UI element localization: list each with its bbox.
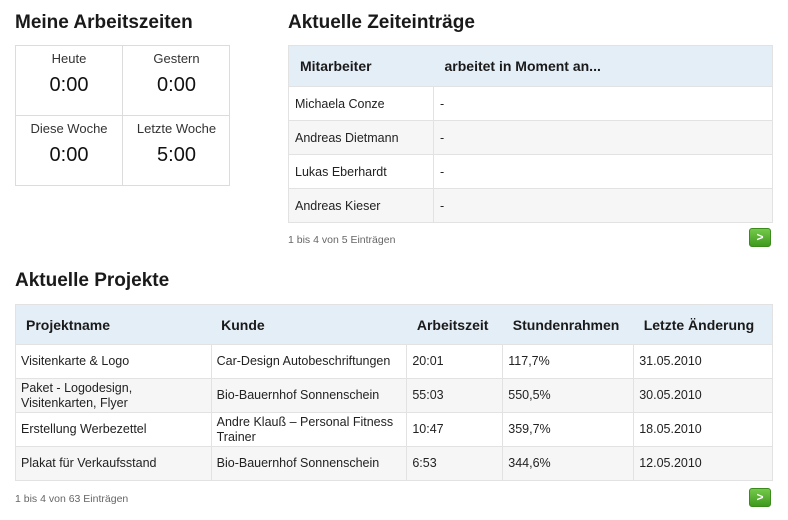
table-row: Andreas Dietmann -	[288, 120, 773, 155]
working-time-cell: 6:53	[406, 446, 504, 481]
table-row: Michaela Conze -	[288, 86, 773, 121]
table-row: Visitenkarte & Logo Car-Design Autobesch…	[15, 344, 773, 379]
table-row: Lukas Eberhardt -	[288, 154, 773, 189]
projects-table: Projektname Kunde Arbeitszeit Stundenrah…	[15, 304, 773, 481]
worktime-today: Heute 0:00	[16, 46, 123, 116]
hour-budget-cell: 117,7%	[502, 344, 635, 379]
last-change-cell: 30.05.2010	[633, 378, 773, 413]
column-header-employee[interactable]: Mitarbeiter	[288, 45, 434, 87]
hour-budget-cell: 550,5%	[502, 378, 635, 413]
worktime-last-week: Letzte Woche 5:00	[123, 116, 230, 186]
worktime-label: Gestern	[153, 51, 200, 66]
hour-budget-cell: 359,7%	[502, 412, 635, 447]
column-header-working-time[interactable]: Arbeitszeit	[406, 304, 503, 345]
time-entries-paging-info: 1 bis 4 von 5 Einträgen	[288, 234, 396, 246]
project-name-cell[interactable]: Plakat für Verkaufsstand	[15, 446, 212, 481]
project-name-cell[interactable]: Visitenkarte & Logo	[15, 344, 212, 379]
worktime-label: Heute	[51, 51, 87, 66]
last-change-cell: 12.05.2010	[633, 446, 773, 481]
customer-cell[interactable]: Car-Design Autobeschriftungen	[211, 344, 408, 379]
column-header-last-change[interactable]: Letzte Änderung	[633, 304, 773, 345]
last-change-cell: 18.05.2010	[633, 412, 773, 447]
worktime-yesterday: Gestern 0:00	[123, 46, 230, 116]
time-entries-title: Aktuelle Zeiteinträge	[288, 12, 475, 33]
projects-next-page-button[interactable]: >	[749, 488, 771, 507]
customer-cell[interactable]: Andre Klauß – Personal Fitness Trainer	[211, 412, 408, 447]
worktime-this-week: Diese Woche 0:00	[16, 116, 123, 186]
current-task-cell: -	[433, 86, 773, 121]
worktime-summary: Heute 0:00 Gestern 0:00 Diese Woche 0:00…	[15, 45, 230, 186]
table-row: Plakat für Verkaufsstand Bio-Bauernhof S…	[15, 446, 773, 481]
worktime-label: Diese Woche	[30, 121, 108, 136]
column-header-current-task[interactable]: arbeitet in Moment an...	[433, 45, 773, 87]
current-task-cell: -	[433, 154, 773, 189]
current-task-cell: -	[433, 120, 773, 155]
time-entries-next-page-button[interactable]: >	[749, 228, 771, 247]
column-header-hour-budget[interactable]: Stundenrahmen	[502, 304, 634, 345]
column-header-project-name[interactable]: Projektname	[15, 304, 212, 345]
table-row: Paket - Logodesign, Visitenkarten, Flyer…	[15, 378, 773, 413]
hour-budget-cell: 344,6%	[502, 446, 635, 481]
column-header-customer[interactable]: Kunde	[211, 304, 407, 345]
project-name-cell[interactable]: Paket - Logodesign, Visitenkarten, Flyer	[15, 378, 212, 413]
time-entries-table: Mitarbeiter arbeitet in Moment an... Mic…	[288, 45, 773, 223]
employee-cell[interactable]: Andreas Kieser	[288, 188, 434, 223]
working-time-cell: 10:47	[406, 412, 504, 447]
customer-cell[interactable]: Bio-Bauernhof Sonnenschein	[211, 446, 408, 481]
employee-cell[interactable]: Lukas Eberhardt	[288, 154, 434, 189]
customer-cell[interactable]: Bio-Bauernhof Sonnenschein	[211, 378, 408, 413]
working-time-cell: 20:01	[406, 344, 504, 379]
worktime-value: 5:00	[157, 144, 196, 166]
worktime-value: 0:00	[49, 144, 89, 166]
employee-cell[interactable]: Michaela Conze	[288, 86, 434, 121]
current-task-cell: -	[433, 188, 773, 223]
project-name-cell[interactable]: Erstellung Werbezettel	[15, 412, 212, 447]
worktime-label: Letzte Woche	[136, 121, 217, 136]
working-time-cell: 55:03	[406, 378, 504, 413]
table-row: Andreas Kieser -	[288, 188, 773, 223]
worktime-value: 0:00	[49, 74, 89, 96]
projects-title: Aktuelle Projekte	[15, 270, 170, 291]
worktime-title: Meine Arbeitszeiten	[15, 12, 193, 33]
last-change-cell: 31.05.2010	[633, 344, 773, 379]
table-row: Erstellung Werbezettel Andre Klauß – Per…	[15, 412, 773, 447]
projects-paging-info: 1 bis 4 von 63 Einträgen	[15, 493, 129, 505]
employee-cell[interactable]: Andreas Dietmann	[288, 120, 434, 155]
worktime-value: 0:00	[157, 74, 196, 96]
